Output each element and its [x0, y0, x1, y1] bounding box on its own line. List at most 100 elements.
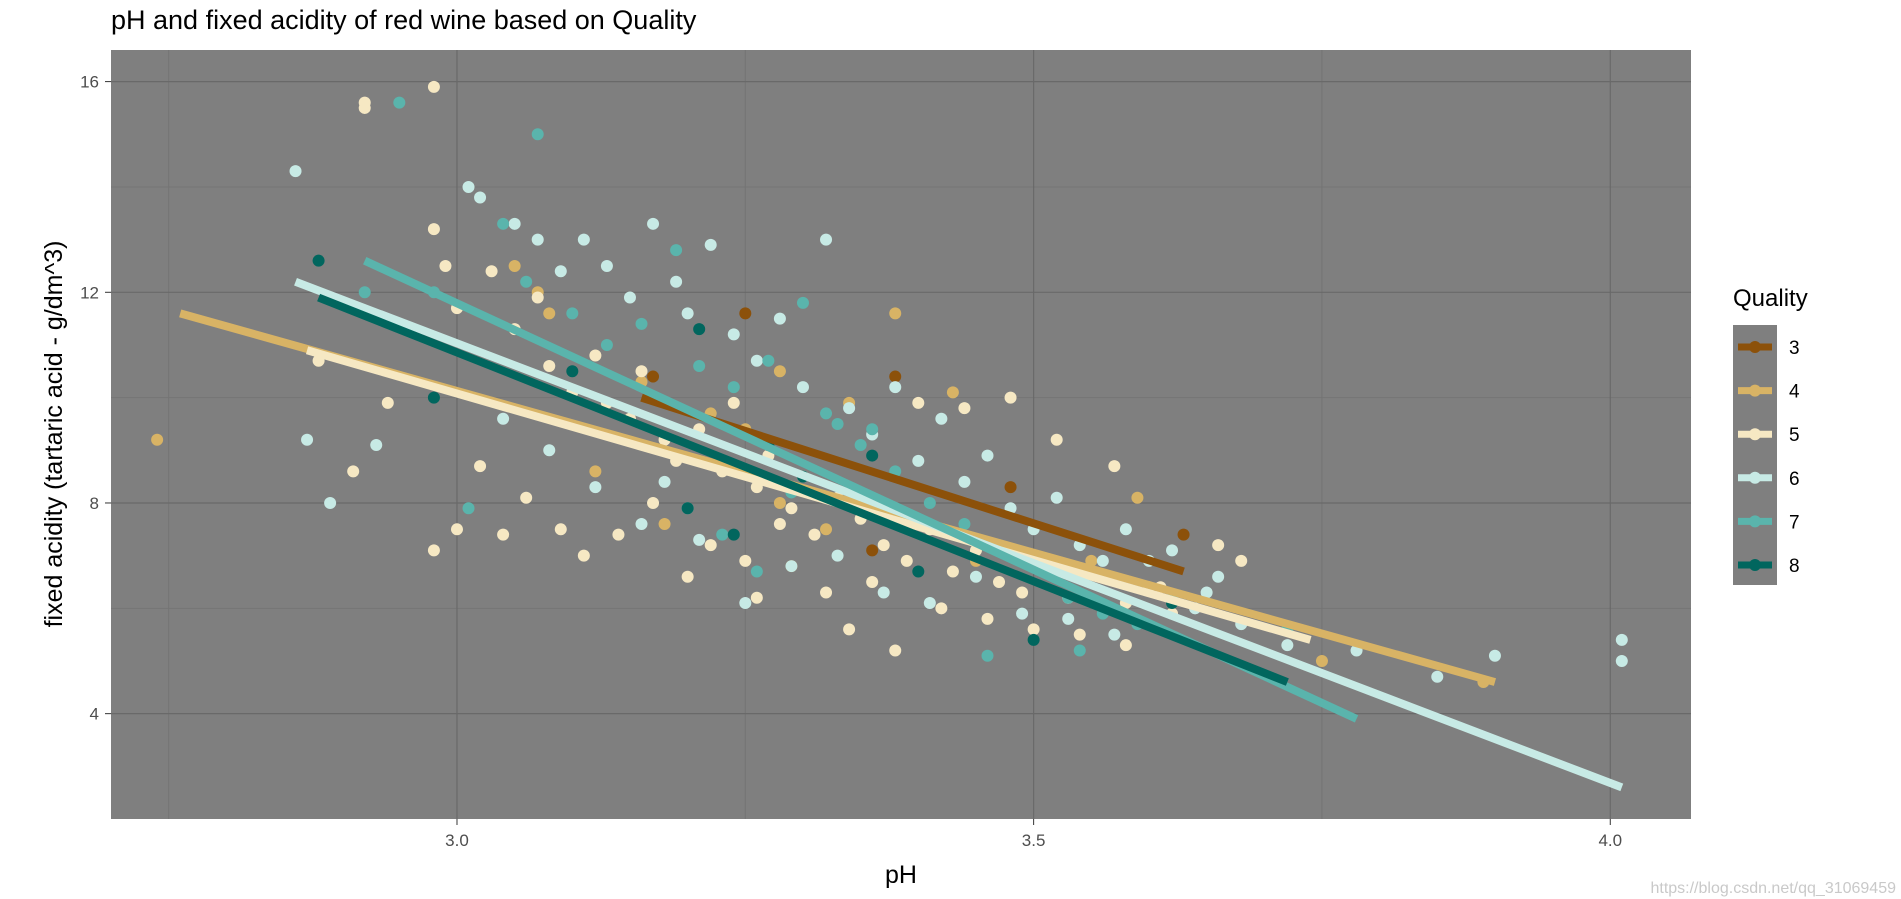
data-point-quality-6 [1050, 491, 1063, 504]
data-point-quality-5 [889, 644, 902, 657]
data-point-quality-4 [658, 518, 671, 531]
data-point-quality-6 [577, 233, 590, 246]
trend-line-quality-8 [317, 293, 1289, 686]
legend-label: 7 [1789, 512, 1800, 533]
data-point-quality-4 [589, 465, 602, 478]
data-point-quality-5 [647, 496, 660, 509]
data-point-quality-6 [1016, 607, 1029, 620]
data-point-quality-7 [1073, 644, 1086, 657]
data-point-quality-5 [347, 465, 360, 478]
data-point-quality-4 [1131, 491, 1144, 504]
data-point-quality-8 [866, 449, 879, 462]
data-point-quality-5 [900, 554, 913, 567]
data-point-quality-4 [946, 386, 959, 399]
data-point-quality-6 [796, 381, 809, 394]
data-point-quality-5 [808, 528, 821, 541]
data-point-quality-5 [427, 544, 440, 557]
data-point-quality-7 [727, 381, 740, 394]
data-point-quality-6 [1200, 586, 1213, 599]
data-point-quality-5 [427, 80, 440, 93]
data-point-quality-6 [1166, 544, 1179, 557]
data-point-quality-5 [993, 575, 1006, 588]
legend-label: 6 [1789, 469, 1800, 490]
data-point-quality-5 [750, 591, 763, 604]
data-point-quality-5 [485, 265, 498, 278]
data-point-quality-6 [693, 533, 706, 546]
data-point-quality-7 [981, 649, 994, 662]
data-point-quality-5 [358, 101, 371, 114]
y-axis: 4 8 12 16 [80, 73, 111, 724]
data-point-quality-5 [1108, 460, 1121, 473]
legend-label: 4 [1789, 382, 1800, 403]
data-point-quality-6 [370, 439, 383, 452]
data-point-quality-4 [1315, 654, 1328, 667]
data-point-quality-7 [750, 565, 763, 578]
data-point-quality-5 [439, 259, 452, 272]
data-point-quality-7 [820, 407, 833, 420]
data-point-quality-6 [877, 586, 890, 599]
data-point-quality-5 [1004, 391, 1017, 404]
data-point-quality-7 [531, 128, 544, 141]
data-point-quality-6 [289, 165, 302, 178]
data-point-quality-6 [958, 475, 971, 488]
legend-key-point [1749, 515, 1761, 528]
data-point-quality-8 [681, 502, 694, 515]
data-point-quality-6 [1431, 670, 1444, 683]
data-point-quality-6 [554, 265, 567, 278]
data-point-quality-6 [820, 233, 833, 246]
legend-label: 5 [1789, 425, 1800, 446]
data-point-quality-6 [739, 597, 752, 610]
data-point-quality-7 [693, 360, 706, 373]
x-axis: 3.0 3.5 4.0 [445, 819, 1622, 850]
data-point-quality-6 [923, 597, 936, 610]
data-point-quality-6 [1119, 523, 1132, 536]
data-point-quality-5 [577, 549, 590, 562]
data-point-quality-4 [889, 307, 902, 320]
data-point-quality-5 [843, 623, 856, 636]
legend-key-point [1749, 428, 1761, 441]
data-point-quality-5 [681, 570, 694, 583]
data-point-quality-6 [969, 570, 982, 583]
data-point-quality-4 [543, 307, 556, 320]
y-tick-label: 8 [90, 494, 99, 513]
data-point-quality-5 [739, 554, 752, 567]
data-point-quality-8 [566, 365, 579, 378]
data-point-quality-5 [912, 396, 925, 409]
data-point-quality-5 [612, 528, 625, 541]
data-point-quality-7 [358, 286, 371, 299]
data-point-quality-5 [1212, 539, 1225, 552]
x-tick-label: 3.5 [1022, 831, 1046, 850]
data-point-quality-5 [704, 539, 717, 552]
data-point-quality-5 [1027, 623, 1040, 636]
data-point-quality-8 [693, 323, 706, 336]
data-point-quality-6 [912, 454, 925, 467]
x-tick-label: 3.0 [445, 831, 469, 850]
data-point-quality-5 [497, 528, 510, 541]
data-point-quality-8 [912, 565, 925, 578]
chart-title: pH and fixed acidity of red wine based o… [111, 5, 697, 35]
data-point-quality-6 [1615, 633, 1628, 646]
data-point-quality-8 [312, 254, 325, 267]
data-point-quality-5 [727, 396, 740, 409]
data-point-quality-5 [1050, 433, 1063, 446]
data-point-quality-6 [543, 444, 556, 457]
data-point-quality-5 [866, 575, 879, 588]
data-point-quality-4 [151, 433, 164, 446]
legend-title: Quality [1733, 285, 1808, 312]
data-point-quality-6 [600, 259, 613, 272]
data-point-quality-6 [531, 233, 544, 246]
data-point-quality-6 [889, 381, 902, 394]
data-point-quality-8 [427, 391, 440, 404]
data-point-quality-5 [520, 491, 533, 504]
legend-label: 8 [1789, 556, 1800, 577]
data-point-quality-6 [935, 412, 948, 425]
data-point-quality-7 [520, 275, 533, 288]
data-point-quality-5 [450, 523, 463, 536]
data-point-quality-5 [877, 539, 890, 552]
data-point-quality-6 [497, 412, 510, 425]
data-point-quality-6 [704, 238, 717, 251]
data-point-quality-3 [866, 544, 879, 557]
trend-lines [179, 257, 1624, 792]
data-point-quality-3 [889, 370, 902, 383]
